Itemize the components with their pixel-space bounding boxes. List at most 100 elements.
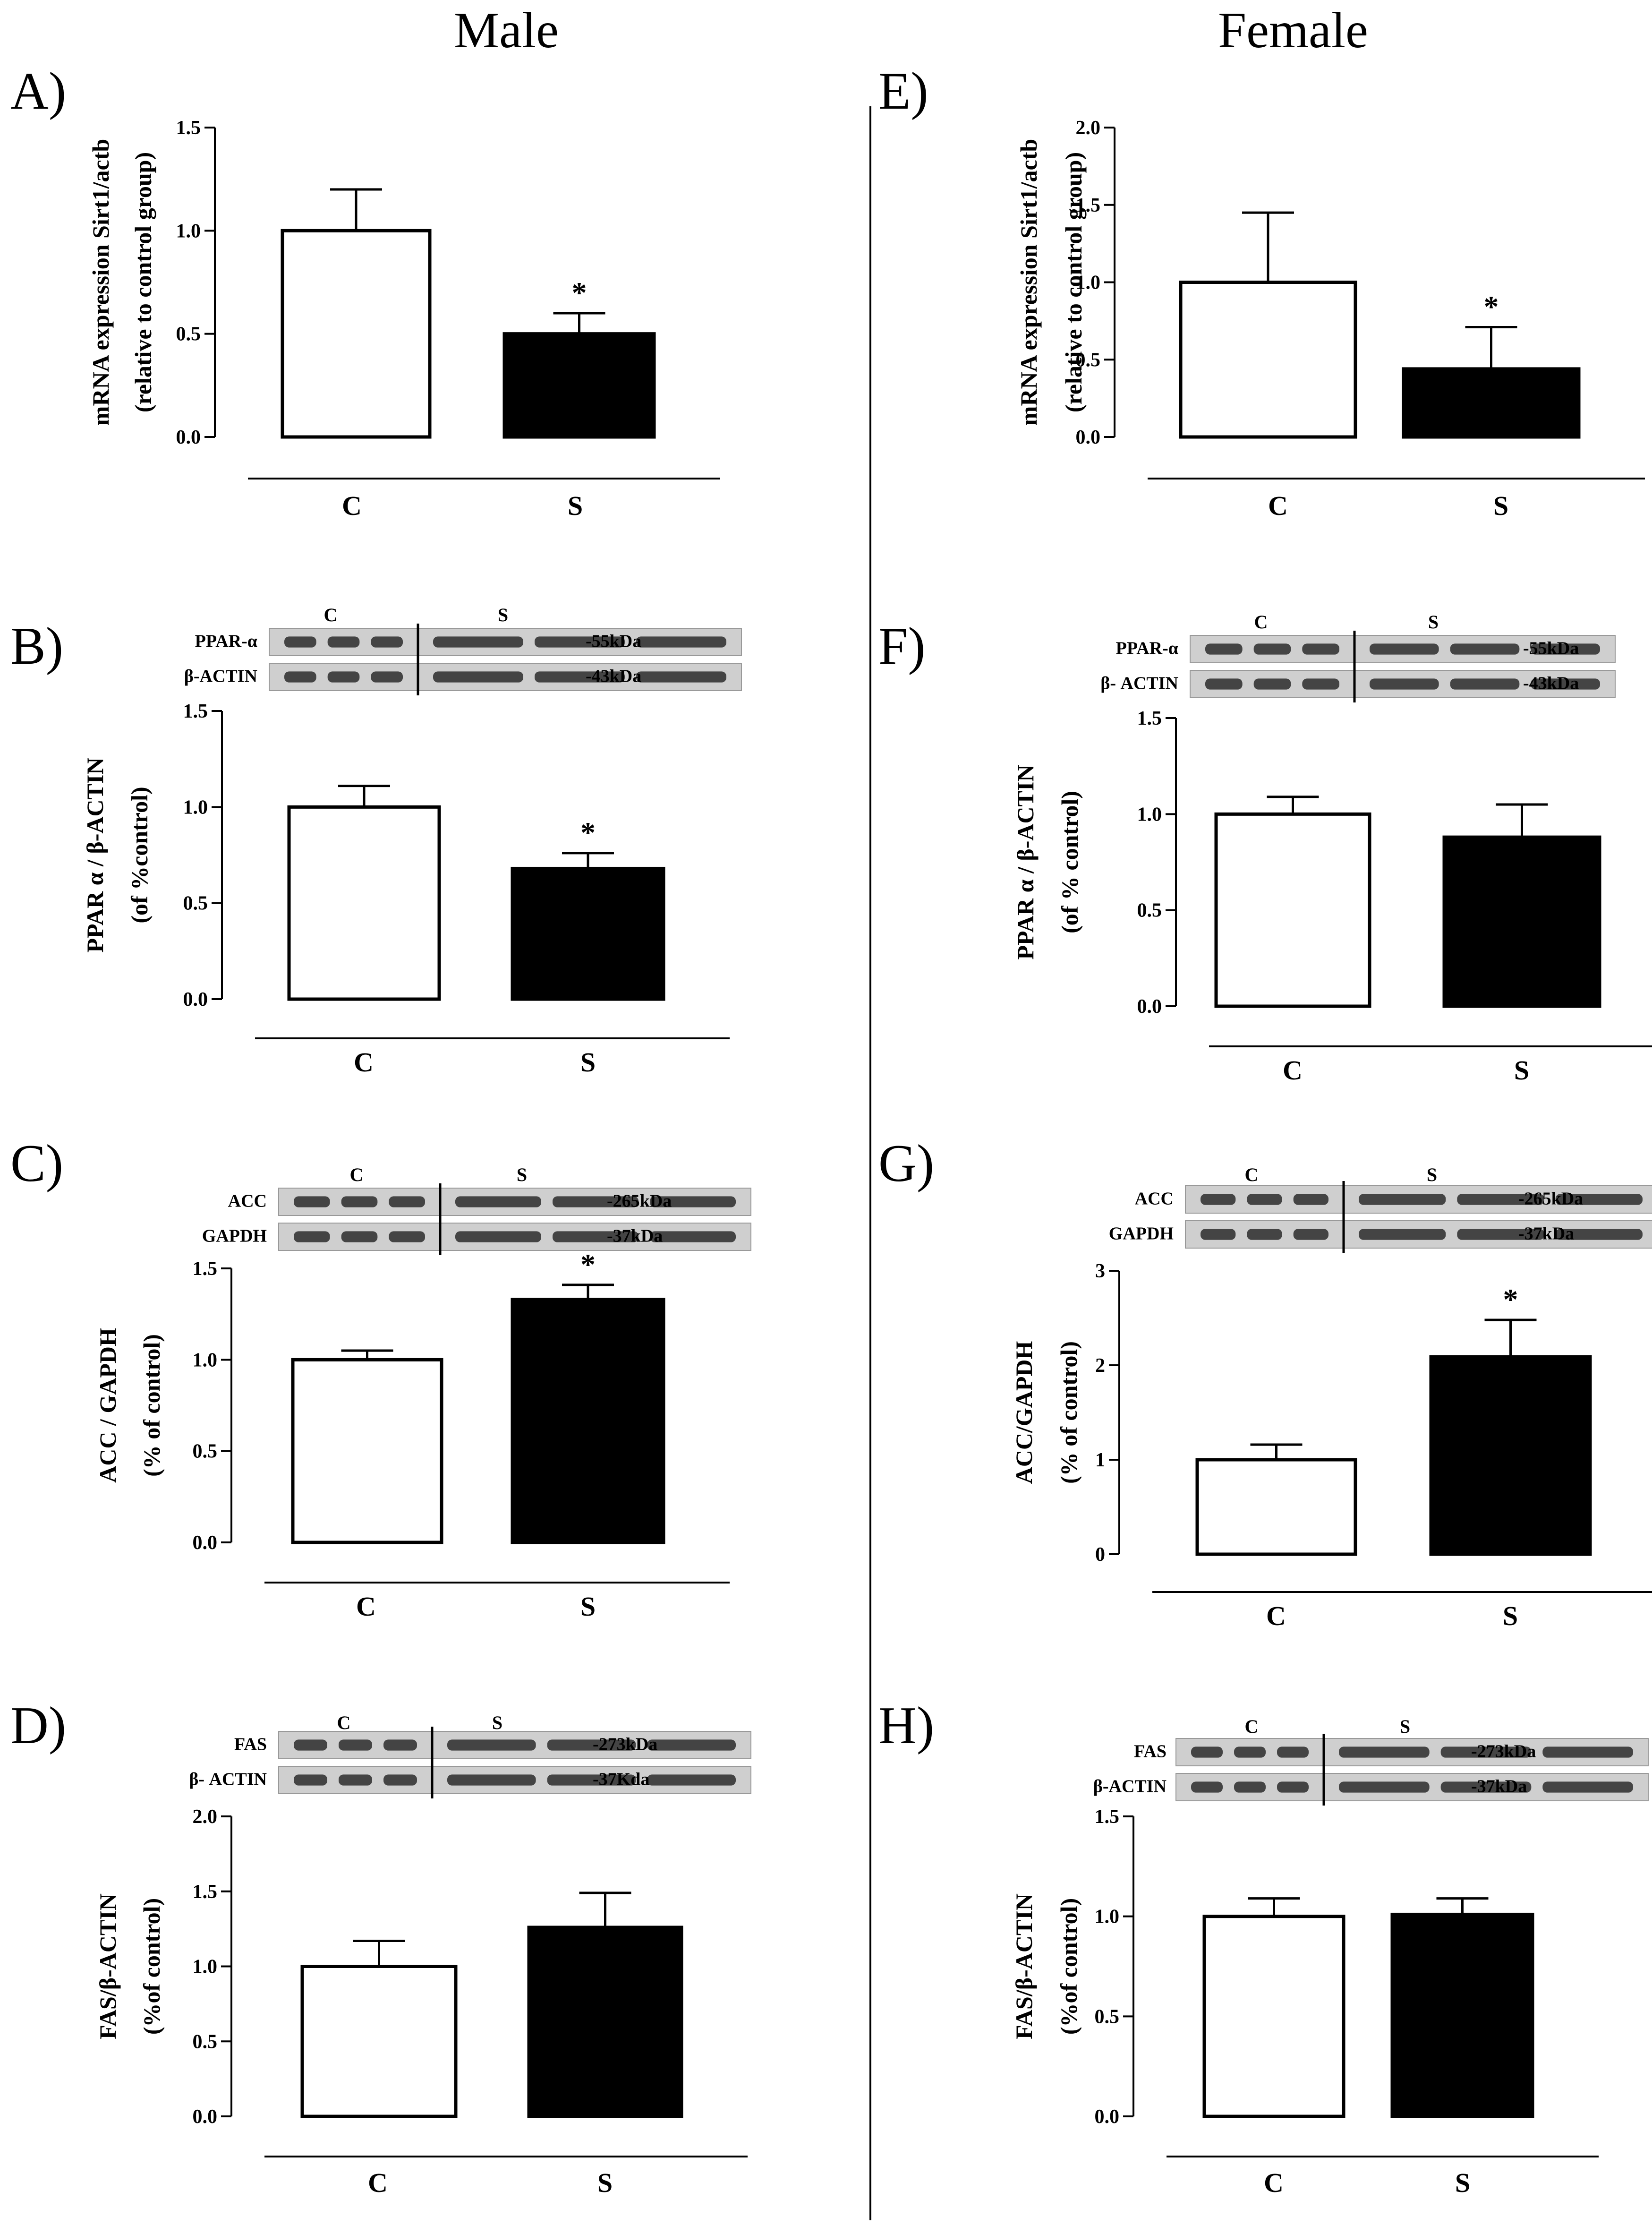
blot-group-label: C	[337, 1712, 351, 1733]
blot-band	[1450, 643, 1520, 655]
x-category-label: C	[1268, 490, 1288, 521]
blot-band	[447, 1739, 536, 1751]
blot-group-label: C	[1254, 611, 1268, 633]
y-tick-label: 1.0	[193, 1956, 218, 1978]
y-tick-label: 1.5	[193, 1881, 218, 1903]
blot-group-label: S	[492, 1712, 502, 1733]
x-category-label: S	[1514, 1055, 1529, 1086]
x-category-label: C	[342, 490, 362, 521]
bar	[287, 805, 441, 1001]
x-category-label: C	[356, 1591, 376, 1622]
y-axis-label: (of %control)	[126, 787, 153, 923]
y-tick-label: 1.5	[1095, 1806, 1120, 1828]
blot-band	[1457, 1229, 1544, 1240]
blot-band	[294, 1739, 327, 1751]
y-axis-label: (%of control)	[1056, 1898, 1082, 2035]
panel-letter: C)	[10, 1134, 63, 1193]
significance-marker: *	[572, 276, 587, 309]
panels: A) 0.0 0.5 1.0 1.5 mRNA expression Sirt1/actb…	[10, 62, 1652, 2198]
bar	[1179, 281, 1357, 439]
bar	[1402, 367, 1581, 439]
bar	[502, 332, 656, 439]
y-axis-label: (% of control)	[138, 1334, 165, 1477]
blot-row-label: FAS	[234, 1734, 267, 1754]
blot-band	[1542, 1781, 1633, 1793]
y-tick-label: 0	[1095, 1544, 1105, 1566]
chart-panel: H) 0.0 0.5 1.0 1.5 FAS/β-ACTIN (%of control) C S…	[878, 1696, 1649, 2198]
y-tick-label: 1.0	[176, 220, 201, 242]
bar	[1390, 1912, 1534, 2118]
blot-row-label: ACC	[228, 1191, 267, 1211]
y-tick-label: 0.5	[1095, 2006, 1120, 2028]
blot-band	[455, 1231, 541, 1242]
panel-letter: H)	[878, 1696, 934, 1755]
y-tick-label: 0.5	[183, 893, 208, 915]
blot-group-label: S	[1427, 1164, 1437, 1185]
significance-marker: *	[580, 816, 596, 849]
blot-band	[327, 671, 360, 683]
y-axis-label: ACC / GAPDH	[94, 1328, 121, 1483]
blot-group-label: C	[1245, 1716, 1259, 1737]
significance-marker: *	[1503, 1283, 1518, 1316]
y-tick-label: 3	[1095, 1260, 1105, 1282]
y-tick-label: 0.0	[1137, 996, 1162, 1018]
y-axis-label: (% of control)	[1056, 1341, 1082, 1484]
chart-panel: E) 0.0 0.5 1.0 1.5 2.0 mRNA expression Sirt1/a…	[878, 62, 1645, 521]
blot-row-label: GAPDH	[202, 1226, 267, 1246]
male-heading: Male	[454, 2, 559, 59]
blot-band	[535, 671, 625, 683]
y-tick-label: 2.0	[1076, 117, 1101, 139]
blot-band	[339, 1774, 372, 1786]
x-category-label: C	[1283, 1055, 1303, 1086]
bar	[300, 1965, 458, 2118]
blot-row-label: β- ACTIN	[189, 1769, 267, 1789]
chart-panel: G) 0 1 2 3 ACC/GAPDH (% of control) * C S C S ACC -26…	[878, 1134, 1652, 1631]
bar	[291, 1358, 443, 1544]
blot-band	[341, 1231, 378, 1242]
x-category-label: S	[580, 1591, 596, 1622]
y-tick-label: 1.5	[1137, 708, 1162, 729]
x-category-label: S	[568, 490, 583, 521]
blot-band	[1302, 678, 1339, 690]
panel-letter: A)	[10, 62, 66, 120]
western-blot: C S ACC -265kDa GAPDH -37kDa	[1109, 1164, 1652, 1253]
panel-letter: F)	[878, 617, 926, 676]
blot-band	[1555, 1229, 1643, 1240]
blot-kda-label: -37Kda	[593, 1769, 649, 1789]
chart-panel: F) 0.0 0.5 1.0 1.5 PPAR α / β-ACTIN (of % cont…	[878, 611, 1652, 1086]
blot-band	[547, 1774, 636, 1786]
y-tick-label: 0.0	[183, 989, 208, 1010]
blot-kda-label: -43kDa	[586, 666, 641, 686]
y-axis-label: PPAR α / β-ACTIN	[1012, 764, 1039, 959]
blot-band	[647, 1774, 736, 1786]
y-axis-label: PPAR α / β-ACTIN	[82, 757, 108, 952]
chart-panel: B) 0.0 0.5 1.0 1.5 PPAR α / β-ACTIN (of %contr…	[10, 604, 742, 1078]
y-axis-label: FAS/β-ACTIN	[1011, 1893, 1037, 2039]
blot-band	[389, 1196, 425, 1207]
blot-group-label: S	[1428, 611, 1439, 633]
blot-band	[1205, 678, 1243, 690]
blot-band	[294, 1196, 330, 1207]
blot-kda-label: -37kDa	[1518, 1224, 1574, 1243]
bar	[527, 1926, 683, 2118]
blot-band	[1277, 1746, 1309, 1758]
blot-kda-label: -55kDa	[586, 631, 641, 651]
blot-band	[383, 1774, 417, 1786]
blot-band	[1302, 643, 1339, 655]
blot-band	[650, 1196, 736, 1207]
blot-band	[1253, 678, 1291, 690]
blot-group-label: S	[498, 604, 508, 625]
female-heading: Female	[1218, 2, 1368, 59]
bar	[281, 229, 432, 439]
y-tick-label: 1.0	[1076, 272, 1101, 294]
blot-row-label: β-ACTIN	[1093, 1776, 1167, 1796]
western-blot: C S FAS -273kDa β-ACTIN -37kDa	[1093, 1716, 1649, 1806]
blot-band	[1247, 1194, 1282, 1205]
blot-group-label: C	[1245, 1164, 1259, 1185]
y-tick-label: 1.5	[1076, 195, 1101, 216]
blot-row-label: GAPDH	[1109, 1224, 1174, 1243]
y-tick-label: 0.0	[193, 1532, 218, 1554]
panel-letter: D)	[10, 1696, 66, 1755]
blot-band	[1555, 1194, 1643, 1205]
blot-band	[553, 1231, 639, 1242]
